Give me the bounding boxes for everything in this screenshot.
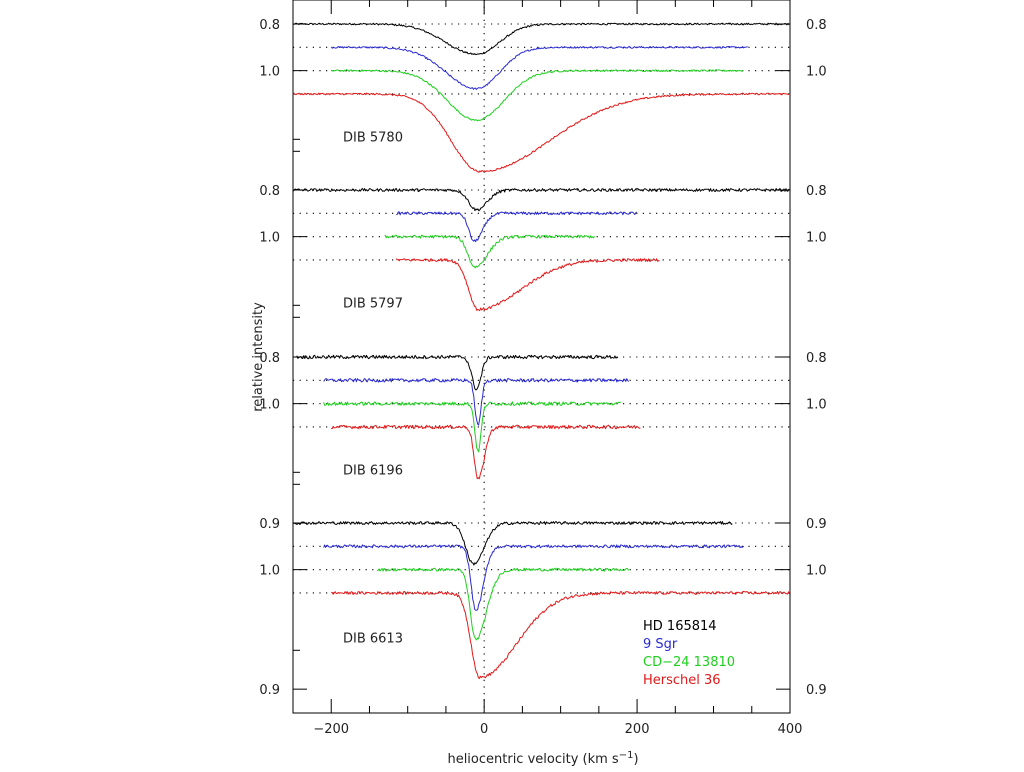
- panel-label: DIB 6613: [343, 631, 403, 646]
- spectrum-line: [292, 521, 733, 566]
- legend: HD 165814 9 Sgr CD−24 13810 Herschel 36: [643, 619, 735, 688]
- x-tick-label: −200: [313, 722, 349, 737]
- x-axis-label: heliocentric velocity (km s−1): [447, 750, 638, 767]
- x-axis-label-close: ): [633, 752, 638, 767]
- spectra: [292, 22, 790, 680]
- panel-labels: DIB 5780 DIB 5797 DIB 6196 DIB 6613: [343, 130, 403, 646]
- y-tick-label-left: 0.9: [259, 517, 280, 532]
- y-tick-label-left: 1.0: [259, 398, 280, 413]
- spectrum-line: [395, 258, 660, 312]
- panel-label: DIB 6196: [343, 463, 403, 478]
- spectrum-line: [331, 591, 790, 680]
- spectrum-line: [292, 22, 790, 56]
- legend-entry: Herschel 36: [643, 673, 721, 688]
- spectrum-line: [296, 354, 619, 391]
- y-axis-label: relative intensity: [251, 302, 266, 412]
- x-tick-label: 200: [625, 722, 650, 737]
- y-tick-label-right: 1.0: [806, 564, 827, 579]
- y-tick-label-right: 0.8: [806, 351, 827, 366]
- panel-label: DIB 5797: [343, 296, 403, 311]
- y-tick-label-left: 1.0: [259, 65, 280, 80]
- reference-lines: [293, 0, 790, 713]
- y-tick-label-left: 1.0: [259, 231, 280, 246]
- y-tick-label-left: 0.9: [259, 683, 280, 698]
- spectrum-line: [384, 234, 595, 269]
- legend-entry: 9 Sgr: [643, 637, 678, 652]
- y-tick-label-right: 0.8: [806, 18, 827, 33]
- y-tick-label-right: 1.0: [806, 398, 827, 413]
- spectrum-line: [292, 92, 790, 173]
- legend-entry: HD 165814: [643, 619, 717, 634]
- spectrum-line: [396, 211, 638, 243]
- x-tick-label: 400: [778, 722, 803, 737]
- tick-labels: −200 0 200 400 0.8 0.8 1.0 1.0 0.8 0.8 1.0 1.0 0.8 0.…: [259, 18, 826, 737]
- spectrum-line: [330, 69, 744, 122]
- y-tick-label-left: 0.8: [259, 351, 280, 366]
- y-tick-label-right: 0.9: [806, 683, 827, 698]
- x-tick-label: 0: [480, 722, 488, 737]
- x-axis-label-superscript: −1: [619, 750, 634, 761]
- y-tick-label-left: 0.8: [259, 18, 280, 33]
- legend-entry: CD−24 13810: [643, 655, 735, 670]
- spectrum-line: [331, 424, 641, 480]
- y-tick-label-left: 1.0: [259, 564, 280, 579]
- spectrum-line: [330, 46, 748, 90]
- spectrum-line: [323, 401, 622, 453]
- y-tick-label-right: 1.0: [806, 65, 827, 80]
- spectrum-line: [323, 378, 630, 426]
- spectrum-line: [323, 544, 745, 611]
- spectrum-line: [292, 188, 790, 212]
- spectrum-line: [377, 567, 630, 641]
- y-tick-label-left: 0.8: [259, 184, 280, 199]
- y-tick-label-right: 0.8: [806, 184, 827, 199]
- y-tick-label-right: 0.9: [806, 517, 827, 532]
- panel-label: DIB 5780: [343, 130, 403, 145]
- y-tick-label-right: 1.0: [806, 231, 827, 246]
